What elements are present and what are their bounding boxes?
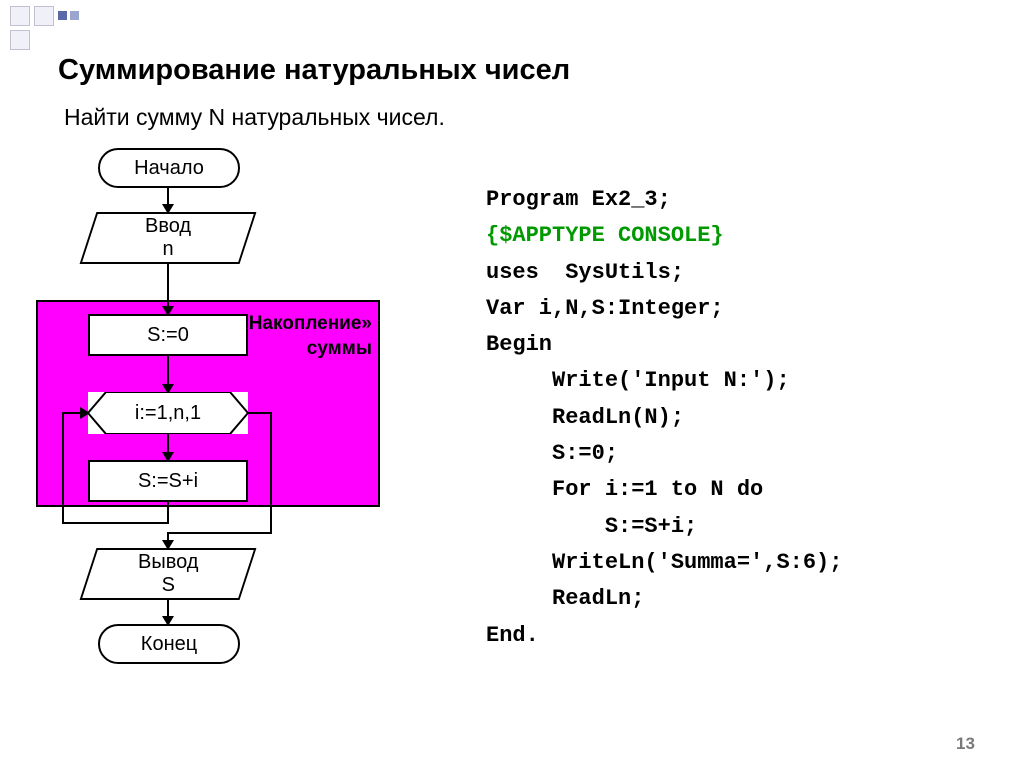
node-sum: S:=S+i [88, 460, 248, 502]
page-subtitle: Найти сумму N натуральных чисел. [64, 104, 445, 131]
node-label: i:=1,n,1 [135, 402, 201, 425]
node-label: Конец [141, 633, 197, 656]
edge [248, 412, 272, 414]
decor-dot [70, 11, 79, 20]
edge [167, 532, 272, 534]
txt: Ввод n [145, 215, 191, 260]
node-label: Вывод S [138, 551, 198, 597]
page-number: 13 [956, 734, 975, 754]
accum-l2: суммы [307, 338, 372, 359]
decor-sq [10, 30, 30, 50]
edge [270, 412, 272, 534]
decor-sq [10, 6, 30, 26]
edge [62, 522, 169, 524]
node-end: Конец [98, 624, 240, 664]
node-start: Начало [98, 148, 240, 188]
accumulation-label: «Накопление» суммы [232, 312, 372, 361]
node-loop: i:=1,n,1 [88, 392, 248, 434]
accum-l1: «Накопление» [238, 313, 372, 334]
decor-dot [58, 11, 67, 20]
node-output: Вывод S [80, 548, 257, 600]
edge [62, 412, 82, 414]
code-listing: Program Ex2_3;{$APPTYPE CONSOLE}uses Sys… [486, 182, 842, 654]
node-input: Ввод n [80, 212, 257, 264]
decor-sq [34, 6, 54, 26]
edge [62, 412, 64, 524]
node-label: Ввод n [145, 215, 191, 261]
txt: Вывод S [138, 551, 198, 596]
node-label: S:=S+i [138, 470, 198, 493]
node-label: S:=0 [147, 324, 189, 347]
node-label: Начало [134, 157, 204, 180]
page-title: Суммирование натуральных чисел [58, 54, 570, 87]
edge [167, 502, 169, 524]
node-s0: S:=0 [88, 314, 248, 356]
flowchart: «Накопление» суммы Начало Ввод n S:=0 i: [36, 148, 456, 708]
